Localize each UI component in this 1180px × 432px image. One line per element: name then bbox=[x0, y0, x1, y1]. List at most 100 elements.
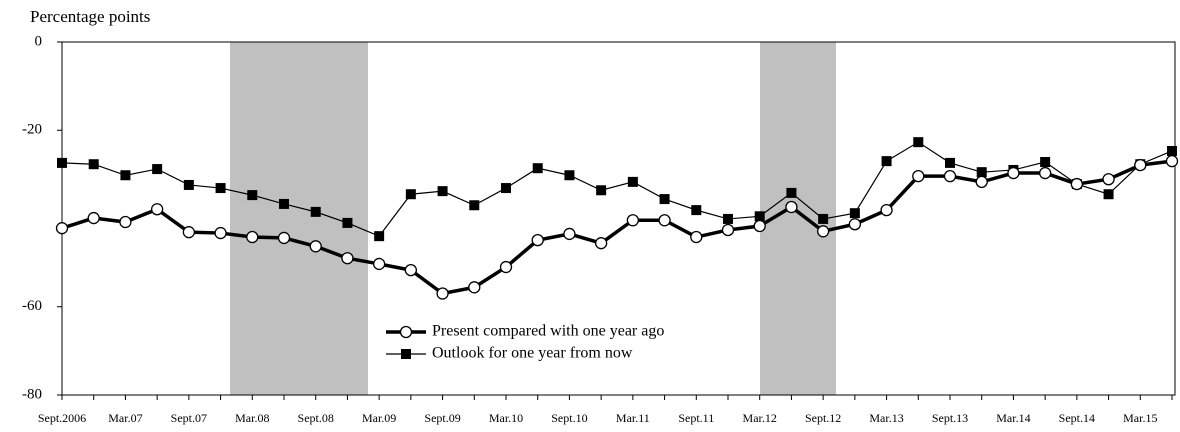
point bbox=[912, 169, 925, 183]
x-tick-label: Mar.07 bbox=[108, 411, 142, 425]
point bbox=[120, 170, 131, 181]
x-tick-label: Sept.13 bbox=[932, 411, 968, 425]
point bbox=[57, 157, 67, 168]
x-tick-label: Sept.09 bbox=[424, 411, 460, 425]
legend-box bbox=[382, 318, 748, 368]
point bbox=[531, 233, 544, 247]
x-tick-label: Sept.2006 bbox=[38, 411, 86, 425]
point bbox=[881, 156, 892, 167]
point bbox=[754, 211, 765, 222]
point bbox=[404, 263, 418, 277]
point bbox=[1038, 166, 1052, 180]
point bbox=[723, 213, 733, 224]
point bbox=[627, 176, 638, 187]
point bbox=[563, 227, 576, 241]
point bbox=[374, 231, 385, 242]
point bbox=[342, 217, 353, 228]
point bbox=[341, 252, 354, 265]
point bbox=[816, 225, 830, 238]
x-tick-label: Sept.14 bbox=[1059, 411, 1095, 425]
point bbox=[372, 257, 386, 271]
x-tick-label: Mar.12 bbox=[743, 411, 777, 425]
point bbox=[785, 200, 798, 214]
x-tick-label: Mar.13 bbox=[869, 411, 903, 425]
point bbox=[943, 169, 957, 183]
point bbox=[1134, 158, 1147, 172]
x-tick-label: Mar.15 bbox=[1123, 411, 1157, 425]
legend-marker bbox=[399, 325, 413, 339]
point bbox=[119, 215, 132, 229]
point bbox=[1165, 154, 1179, 168]
point bbox=[913, 137, 924, 148]
legend-label: Outlook for one year from now bbox=[432, 345, 633, 362]
x-tick-label: Mar.14 bbox=[996, 411, 1030, 425]
point bbox=[659, 194, 670, 205]
legend: Present compared with one year ago Outloo… bbox=[382, 318, 748, 368]
point bbox=[277, 231, 291, 245]
x-tick-label: Mar.09 bbox=[362, 411, 396, 425]
x-tick-label: Mar.10 bbox=[489, 411, 523, 425]
point bbox=[849, 208, 860, 219]
legend-marker bbox=[401, 349, 411, 359]
point bbox=[976, 167, 987, 178]
point bbox=[310, 206, 321, 217]
point bbox=[150, 203, 164, 216]
point bbox=[436, 287, 449, 300]
point bbox=[279, 198, 289, 209]
point bbox=[532, 163, 543, 174]
point bbox=[848, 218, 862, 231]
x-tick-label: Sept.07 bbox=[171, 411, 207, 425]
series-line bbox=[61, 141, 1173, 237]
y-tick-label: -20 bbox=[22, 122, 42, 138]
point bbox=[499, 260, 513, 274]
point bbox=[721, 223, 735, 237]
point bbox=[182, 226, 196, 239]
point bbox=[405, 189, 416, 200]
point bbox=[1040, 157, 1051, 168]
plot-frame bbox=[61, 41, 1176, 396]
point bbox=[152, 164, 163, 175]
point bbox=[1167, 145, 1177, 156]
series-line bbox=[61, 159, 1173, 296]
x-tick-label: Sept.08 bbox=[298, 411, 334, 425]
y-axis-label: Percentage points bbox=[30, 7, 150, 26]
point bbox=[437, 186, 448, 197]
point bbox=[215, 183, 226, 194]
point bbox=[690, 230, 703, 244]
legend-label: Present compared with one year ago bbox=[432, 323, 664, 340]
point bbox=[658, 214, 671, 227]
point bbox=[818, 213, 829, 224]
point bbox=[501, 183, 511, 194]
point bbox=[55, 222, 69, 235]
point bbox=[596, 185, 607, 196]
point bbox=[786, 187, 797, 198]
point bbox=[87, 211, 100, 225]
y-tick-label: -80 bbox=[22, 386, 42, 402]
point bbox=[1103, 189, 1114, 200]
x-tick-label: Sept.10 bbox=[551, 411, 587, 425]
y-tick-label: 0 bbox=[35, 33, 43, 49]
point bbox=[880, 203, 893, 217]
point bbox=[247, 190, 258, 201]
x-tick-label: Mar.08 bbox=[235, 411, 269, 425]
y-tick-label: -60 bbox=[22, 298, 42, 314]
point bbox=[214, 226, 227, 240]
x-tick-label: Mar.11 bbox=[616, 411, 650, 425]
point bbox=[468, 281, 481, 294]
point bbox=[1007, 166, 1020, 180]
x-tick-label: Sept.11 bbox=[678, 411, 714, 425]
point bbox=[691, 205, 702, 216]
point bbox=[246, 230, 259, 244]
point bbox=[753, 219, 766, 233]
point bbox=[626, 214, 640, 227]
point bbox=[594, 237, 608, 250]
point bbox=[1070, 177, 1084, 191]
point bbox=[183, 179, 194, 190]
point bbox=[88, 159, 99, 170]
x-tick-label: Sept.12 bbox=[805, 411, 841, 425]
point bbox=[1102, 173, 1115, 186]
point bbox=[975, 175, 988, 189]
point bbox=[564, 170, 575, 181]
point bbox=[945, 157, 955, 168]
